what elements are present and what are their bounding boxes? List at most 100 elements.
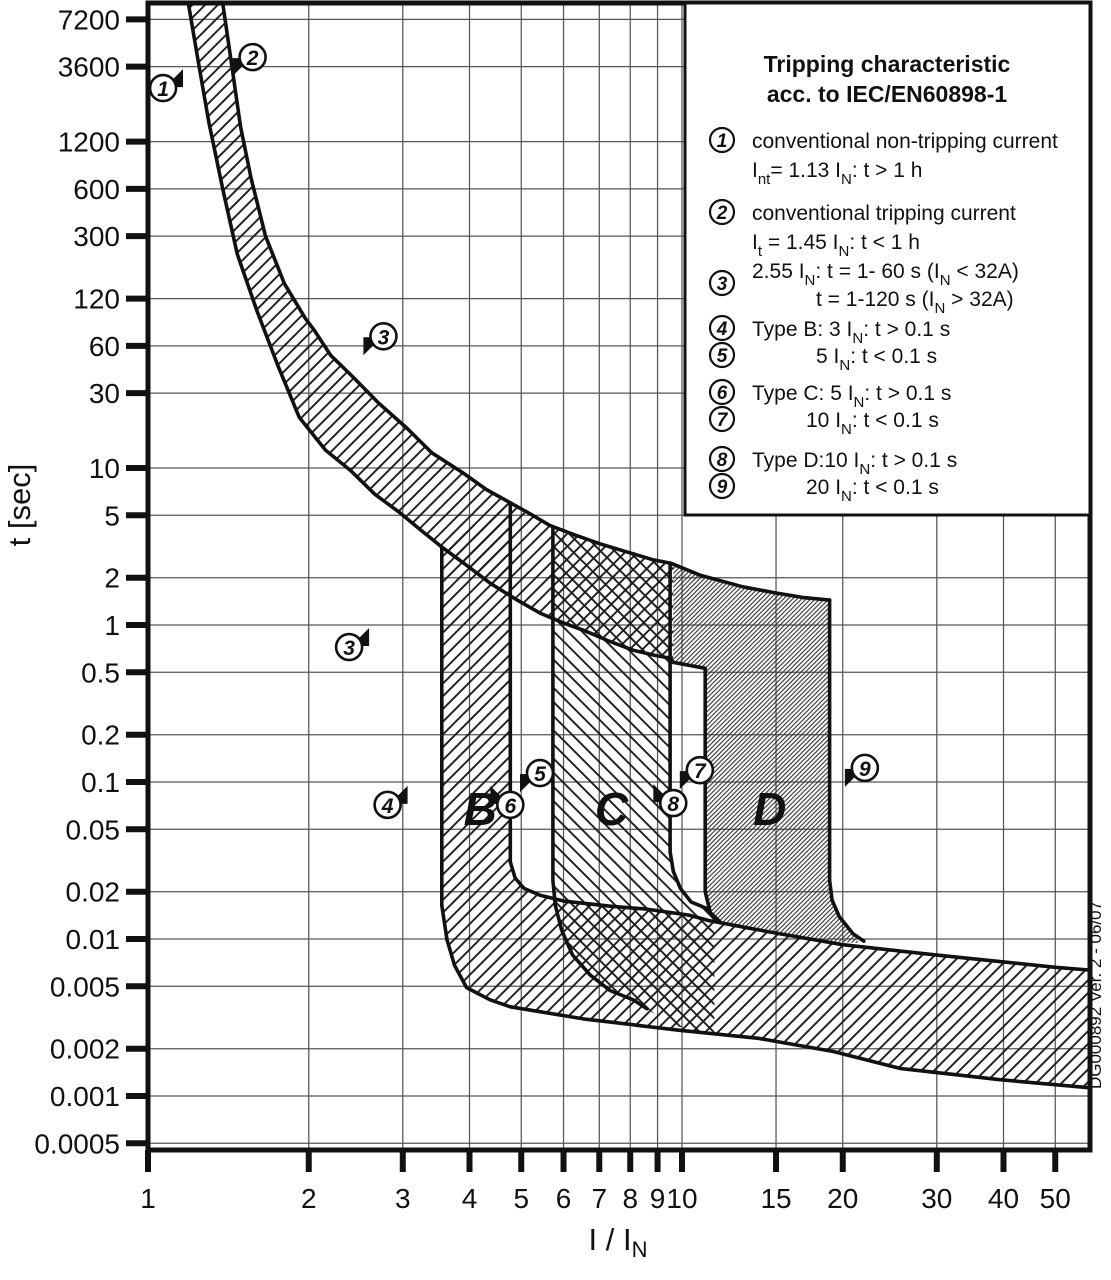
region-letter-C: C [595, 783, 629, 835]
ytick-label-120: 120 [73, 284, 120, 315]
curve-type-b-upper-boundary [508, 501, 1091, 972]
chart-regions [188, 3, 1089, 1088]
xtick-label-40: 40 [988, 1183, 1019, 1214]
ytick-label-0.002: 0.002 [50, 1034, 120, 1065]
xtick-label-2: 2 [301, 1183, 317, 1214]
ytick-label-0.5: 0.5 [81, 657, 120, 688]
legend-row-1-line-2: Int= 1.13 IN: t > 1 h [752, 159, 922, 188]
legend-row-9: 9 20 IN: t < 0.1 s [708, 472, 939, 505]
marker-number: 4 [381, 795, 394, 818]
legend-row-2-line-1: conventional tripping current [752, 202, 1016, 225]
curve-type-d-right-boundary [827, 598, 866, 943]
xtick-label-9: 9 [650, 1183, 666, 1214]
region-letter-B: B [464, 783, 497, 835]
ytick-label-0.2: 0.2 [81, 720, 120, 751]
ytick-label-5: 5 [104, 500, 120, 531]
legend-num-5: 5 [717, 346, 728, 367]
curve-type-c-lower-boundary [551, 525, 649, 1011]
legend-num-circle-4 [708, 314, 736, 342]
xtick-label-8: 8 [622, 1183, 638, 1214]
ytick-label-3600: 3600 [58, 52, 120, 83]
marker-circle [658, 788, 688, 818]
legend-box-frame [683, 1, 1092, 517]
xtick-label-5: 5 [513, 1183, 529, 1214]
curve-type-d-left-boundary [671, 660, 723, 924]
curve-type-b-lower-boundary [440, 545, 1091, 1090]
marker-3-3: 3 [334, 628, 370, 662]
ytick-label-10: 10 [89, 453, 120, 484]
legend-num-3: 3 [717, 274, 728, 295]
marker-circle [369, 322, 398, 351]
ytick-label-1200: 1200 [58, 127, 120, 158]
xtick-label-3: 3 [395, 1183, 411, 1214]
ytick-label-30: 30 [89, 378, 120, 409]
axis-tick-labels: 7200360012006003001206030105210.50.20.10… [34, 4, 1070, 1214]
marker-circle [238, 42, 267, 72]
legend-num-circle-9 [708, 472, 736, 500]
marker-number: 1 [157, 78, 169, 101]
legend-num-7: 7 [717, 410, 729, 431]
marker-6-6: 6 [490, 785, 525, 820]
legend-title-line-2: acc. to IEC/EN60898-1 [767, 81, 1008, 107]
legend-num-circle-7 [708, 405, 736, 433]
marker-number: 9 [859, 758, 871, 781]
region-letters: B C D [464, 783, 787, 835]
marker-number: 8 [667, 793, 679, 816]
legend-row-2: 2 conventional tripping current It = 1.45 … [708, 198, 1016, 260]
document-number-side-text: DG000892 Ver. 2 - 06/07 [1086, 901, 1105, 1089]
ytick-label-1: 1 [104, 610, 120, 641]
marker-number: 6 [504, 795, 516, 818]
xtick-label-50: 50 [1040, 1183, 1071, 1214]
legend-row-8: 8 Type D:10 IN: t > 0.1 s [708, 445, 957, 478]
axis-ticks [126, 16, 1059, 1172]
legend-num-circle-1 [708, 126, 736, 154]
xtick-label-6: 6 [556, 1183, 572, 1214]
region-type-c-region [552, 527, 715, 1035]
marker-3-2: 3 [363, 322, 398, 356]
marker-9-9: 9 [844, 753, 880, 787]
marker-5-5: 5 [520, 758, 555, 793]
marker-number: 7 [694, 760, 707, 783]
xtick-label-15: 15 [760, 1183, 791, 1214]
marker-circle [850, 753, 880, 783]
xtick-label-30: 30 [921, 1183, 952, 1214]
legend-row-8-line-1: Type D:10 IN: t > 0.1 s [752, 449, 957, 478]
legend-row-6: 6 Type C: 5 IN: t > 0.1 s [708, 378, 951, 411]
xtick-label-20: 20 [827, 1183, 858, 1214]
ytick-label-0.0005: 0.0005 [34, 1128, 120, 1159]
marker-1-0: 1 [148, 69, 183, 103]
curve-lower-non-tripping-curve [186, 1, 676, 665]
marker-number: 3 [378, 326, 390, 349]
ytick-label-0.01: 0.01 [66, 924, 121, 955]
legend-row-5-line-1: 5 IN: t < 0.1 s [816, 345, 937, 374]
xtick-label-10: 10 [666, 1183, 697, 1214]
ytick-label-0.05: 0.05 [66, 814, 121, 845]
legend-num-circle-5 [708, 341, 736, 369]
ytick-label-7200: 7200 [58, 4, 120, 35]
y-axis-title: t [sec] [2, 464, 37, 547]
legend-num-circle-3 [708, 269, 736, 297]
marker-circle [373, 790, 402, 820]
marker-circle [334, 632, 364, 662]
legend-row-1: 1 conventional non-tripping current Int= 1… [708, 126, 1058, 188]
ytick-label-300: 300 [73, 221, 120, 252]
ytick-label-0.005: 0.005 [50, 971, 120, 1002]
legend-row-5: 5 5 IN: t < 0.1 s [708, 341, 937, 374]
ytick-label-60: 60 [89, 331, 120, 362]
legend-num-9: 9 [717, 477, 728, 498]
legend-num-1: 1 [717, 131, 728, 152]
legend-row-3: 3 2.55 IN: t = 1- 60 s (IN < 32A)t = 1-12… [708, 260, 1019, 317]
legend-row-1-line-1: conventional non-tripping current [752, 130, 1058, 153]
legend-num-4: 4 [716, 319, 728, 340]
ytick-label-0.02: 0.02 [66, 877, 121, 908]
legend-num-circle-6 [708, 378, 736, 406]
ytick-label-0.001: 0.001 [50, 1081, 120, 1112]
legend-title-line-1: Tripping characteristic [764, 51, 1011, 77]
marker-number: 3 [343, 637, 355, 660]
legend-row-3-line-1: 2.55 IN: t = 1- 60 s (IN < 32A) [752, 260, 1019, 289]
marker-circle [685, 755, 715, 785]
marker-number: 2 [246, 47, 259, 70]
